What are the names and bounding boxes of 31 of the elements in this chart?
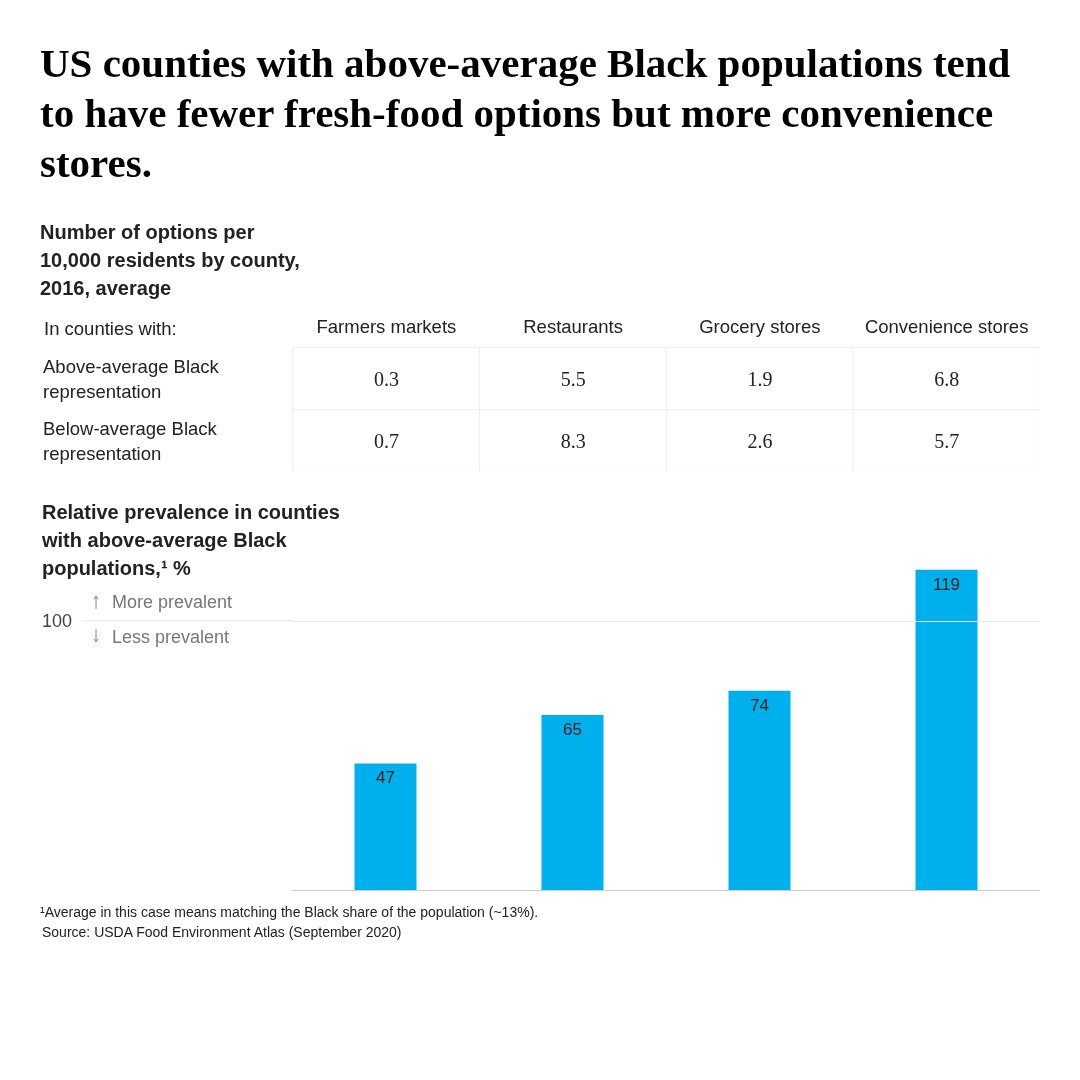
bar [915,569,978,890]
chart-subtitle: Number of options per 10,000 residents by county, 2016, average [40,220,301,301]
text: Less prevalent [112,626,230,647]
x-tick-label: Restaurants [523,316,623,337]
data-label: 119 [932,574,961,594]
bar [354,763,417,890]
bar [728,690,791,890]
data-label: 74 [750,695,769,715]
source-note: Source: USDA Food Environment Atlas (September 2020) [42,924,402,940]
data-label: 6.8 [934,368,960,390]
y-tick-label: Above-average Black representation [43,356,224,402]
data-label: 65 [563,720,582,740]
bar [541,715,604,890]
data-label: 1.9 [747,368,773,390]
x-tick-label: Convenience stores [864,316,1029,337]
y-axis-title: In counties with: [44,318,177,339]
text: More prevalent [112,591,233,612]
data-label: 8.3 [560,430,586,452]
x-tick-label: Grocery stores [699,316,821,337]
x-tick-label: Farmers markets [316,316,457,337]
data-label: 2.6 [747,430,773,452]
data-label: 0.7 [373,430,399,452]
data-label: 5.7 [934,430,960,452]
data-label: 47 [376,768,395,788]
text: ¹Average in this case means matching the Black share of the population (~13%). [40,904,539,920]
data-label: 0.3 [373,368,399,390]
chart-title: US counties with above-average Black populations tend to have fewer fresh-food options but more convenience stores. [40,39,1012,188]
ref-line-label: 100 [41,610,72,631]
data-label: 5.5 [560,368,586,390]
chart-title: Relative prevalence in counties with above-average Black populations,¹ % [42,500,341,581]
y-tick-label: Below-average Black representation [43,418,222,464]
